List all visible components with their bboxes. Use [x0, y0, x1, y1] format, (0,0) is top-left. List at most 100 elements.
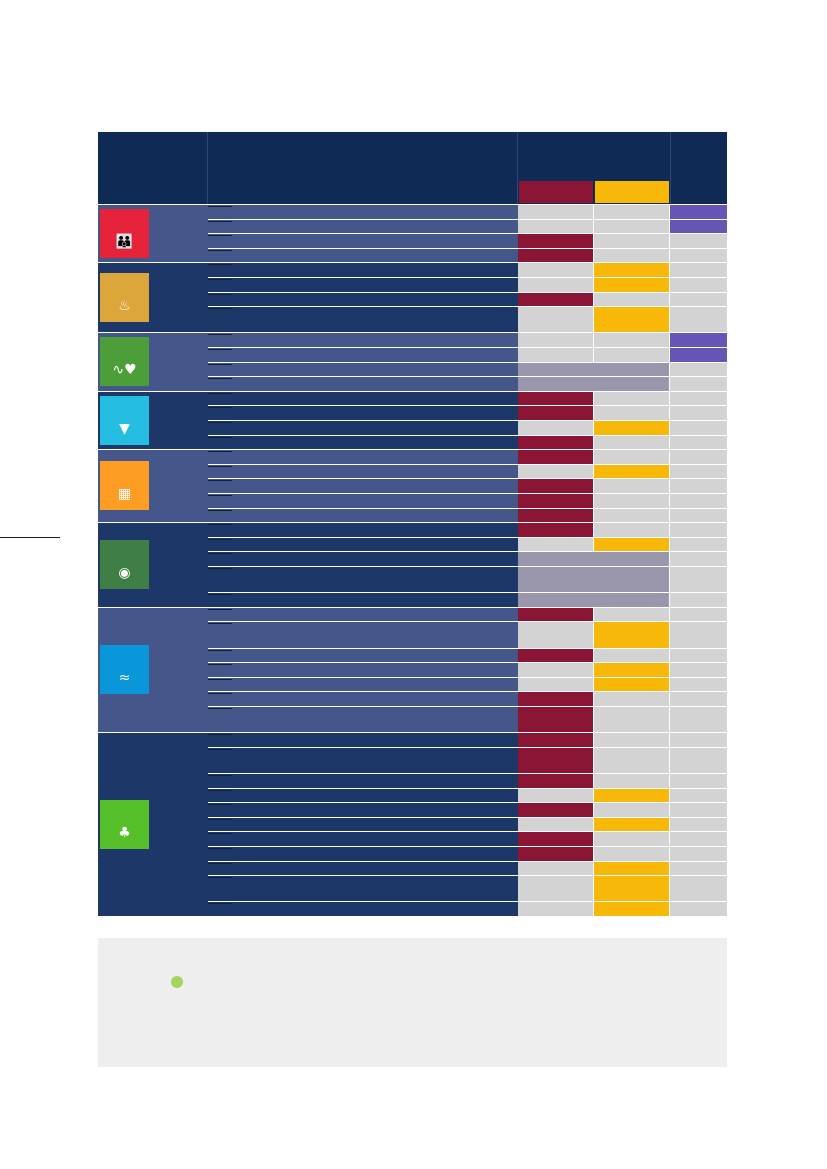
indicator-row — [208, 361, 518, 377]
status-cell — [594, 405, 670, 420]
indicator-row — [208, 816, 518, 832]
row-tick — [208, 509, 232, 511]
status-cell — [518, 816, 594, 832]
trend-cell — [670, 621, 727, 648]
trend-cell — [670, 204, 727, 219]
row-tick — [208, 538, 232, 540]
indicator-row — [208, 434, 518, 450]
sdg-goal-tile: ♣ — [100, 799, 149, 849]
trend-cell — [670, 706, 727, 733]
row-tick — [208, 308, 232, 310]
status-cell — [594, 449, 670, 464]
row-tick — [208, 649, 232, 651]
trend-cell — [670, 376, 727, 391]
trend-cell — [670, 875, 727, 902]
status-cell — [518, 306, 594, 333]
indicator-row — [208, 787, 518, 803]
trend-cell — [670, 493, 727, 508]
trend-cell — [670, 676, 727, 692]
trend-cell — [670, 478, 727, 493]
trend-cell — [670, 592, 727, 607]
header-column-divider — [517, 132, 518, 204]
status-cell — [594, 746, 670, 773]
sdg-goal-tile: ∿♥ — [100, 337, 149, 387]
indicator-row — [208, 390, 518, 406]
status-cell — [594, 478, 670, 493]
indicator-row — [208, 463, 518, 479]
status-cell — [594, 691, 670, 706]
trend-cell — [670, 551, 727, 566]
sdg-goal-tile: ▦ — [100, 461, 149, 511]
status-cell — [518, 277, 594, 292]
status-cell — [594, 647, 670, 663]
status-cell — [518, 390, 594, 406]
status-cell — [594, 706, 670, 733]
status-cell-span — [518, 592, 670, 607]
indicator-row — [208, 606, 518, 622]
indicator-row — [208, 875, 518, 902]
status-cell — [594, 816, 670, 832]
row-tick — [208, 392, 232, 394]
trend-cell — [670, 647, 727, 663]
header-column-divider — [207, 132, 208, 204]
indicator-row — [208, 306, 518, 333]
row-tick — [208, 349, 232, 350]
trend-cell — [670, 420, 727, 435]
status-cell — [518, 662, 594, 677]
trend-cell — [670, 449, 727, 464]
status-cell — [594, 291, 670, 307]
indicator-row — [208, 621, 518, 648]
eye-globe-icon: ◉ — [118, 565, 131, 581]
row-tick — [208, 480, 232, 482]
status-cell — [518, 204, 594, 219]
legend-swatch-maroon — [519, 181, 593, 203]
row-tick — [208, 848, 232, 849]
indicator-row — [208, 592, 518, 607]
indicator-row — [208, 773, 518, 788]
status-cell — [518, 732, 594, 747]
status-cell — [518, 621, 594, 648]
row-tick — [208, 378, 232, 380]
row-tick — [208, 422, 232, 423]
status-cell — [594, 732, 670, 747]
row-tick — [208, 524, 232, 526]
trend-cell — [670, 846, 727, 861]
status-cell — [594, 434, 670, 450]
indicator-row — [208, 493, 518, 508]
status-cell — [518, 493, 594, 508]
row-tick — [208, 594, 232, 596]
status-cell — [594, 536, 670, 552]
trend-cell — [670, 802, 727, 817]
trend-cell — [670, 390, 727, 406]
status-cell — [518, 347, 594, 362]
heartbeat-icon: ∿♥ — [112, 362, 137, 379]
indicator-row — [208, 507, 518, 523]
legend-panel — [98, 938, 727, 1067]
status-cell — [518, 691, 594, 706]
indicator-row — [208, 860, 518, 876]
sdg-goal-tile: ≈ — [100, 645, 149, 694]
status-cell — [594, 247, 670, 263]
row-tick — [208, 693, 232, 695]
row-tick — [208, 465, 232, 467]
trend-cell — [670, 507, 727, 523]
indicator-row — [208, 218, 518, 234]
row-tick — [208, 293, 232, 295]
indicator-row — [208, 420, 518, 435]
status-cell — [594, 204, 670, 219]
trend-cell — [670, 901, 727, 916]
sdg-goal-tile: ◉ — [100, 540, 149, 589]
status-cell — [594, 218, 670, 234]
status-cell — [518, 846, 594, 861]
trend-cell — [670, 522, 727, 537]
row-tick — [208, 748, 232, 750]
indicator-row — [208, 901, 518, 916]
indicator-row — [208, 647, 518, 663]
legend-dot — [171, 976, 183, 988]
indicator-row — [208, 332, 518, 347]
indicator-row — [208, 746, 518, 773]
row-tick — [208, 264, 232, 266]
sdg-goal-tile: ♨ — [100, 272, 149, 322]
indicator-row — [208, 831, 518, 846]
